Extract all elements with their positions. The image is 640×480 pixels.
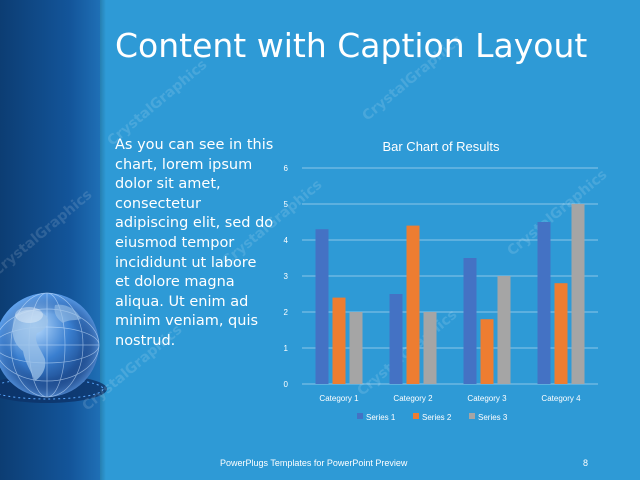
x-tick-label: Category 4 — [541, 394, 581, 403]
chart-title: Bar Chart of Results — [382, 139, 500, 154]
page-number: 8 — [583, 458, 589, 468]
x-tick-label: Category 3 — [467, 394, 507, 403]
bar-series-1-category-3 — [463, 258, 477, 384]
globe-icon — [0, 285, 110, 410]
bar-series-3-category-2 — [423, 312, 437, 384]
y-tick-label: 0 — [284, 380, 289, 389]
bar-series-2-category-1 — [332, 297, 346, 384]
bars — [315, 204, 585, 384]
band-shadow — [100, 0, 106, 480]
y-tick-label: 6 — [284, 164, 289, 173]
bar-series-3-category-3 — [497, 276, 511, 384]
legend-label: Series 3 — [478, 413, 508, 422]
chart-legend: Series 1 Series 2 Series 3 — [357, 413, 508, 422]
legend-swatch — [413, 413, 419, 419]
y-tick-label: 3 — [284, 272, 289, 281]
legend-swatch — [357, 413, 363, 419]
grid-lines — [302, 167, 598, 385]
x-tick-label: Category 1 — [319, 394, 359, 403]
bar-series-1-category-4 — [537, 222, 551, 384]
bar-series-1-category-1 — [315, 229, 329, 384]
x-axis-labels: Category 1 Category 2 Category 3 Category 4 — [319, 394, 581, 403]
y-tick-label: 4 — [284, 236, 289, 245]
y-axis-labels: 0 1 2 3 4 5 6 — [284, 164, 289, 389]
legend-swatch — [469, 413, 475, 419]
x-tick-label: Category 2 — [393, 394, 433, 403]
slide-title[interactable]: Content with Caption Layout — [115, 26, 588, 65]
y-tick-label: 2 — [284, 308, 289, 317]
footer-text: PowerPlugs Templates for PowerPoint Prev… — [220, 458, 408, 468]
bar-series-2-category-2 — [406, 225, 420, 384]
caption-text[interactable]: As you can see in this chart, lorem ipsu… — [115, 137, 274, 349]
bar-series-2-category-4 — [554, 283, 568, 384]
bar-series-3-category-4 — [571, 204, 585, 384]
bar-series-2-category-3 — [480, 319, 494, 384]
legend-label: Series 2 — [422, 413, 452, 422]
bar-series-3-category-1 — [349, 312, 363, 384]
y-tick-label: 5 — [284, 200, 289, 209]
bar-series-1-category-2 — [389, 294, 403, 384]
y-tick-label: 1 — [284, 344, 289, 353]
legend-label: Series 1 — [366, 413, 396, 422]
